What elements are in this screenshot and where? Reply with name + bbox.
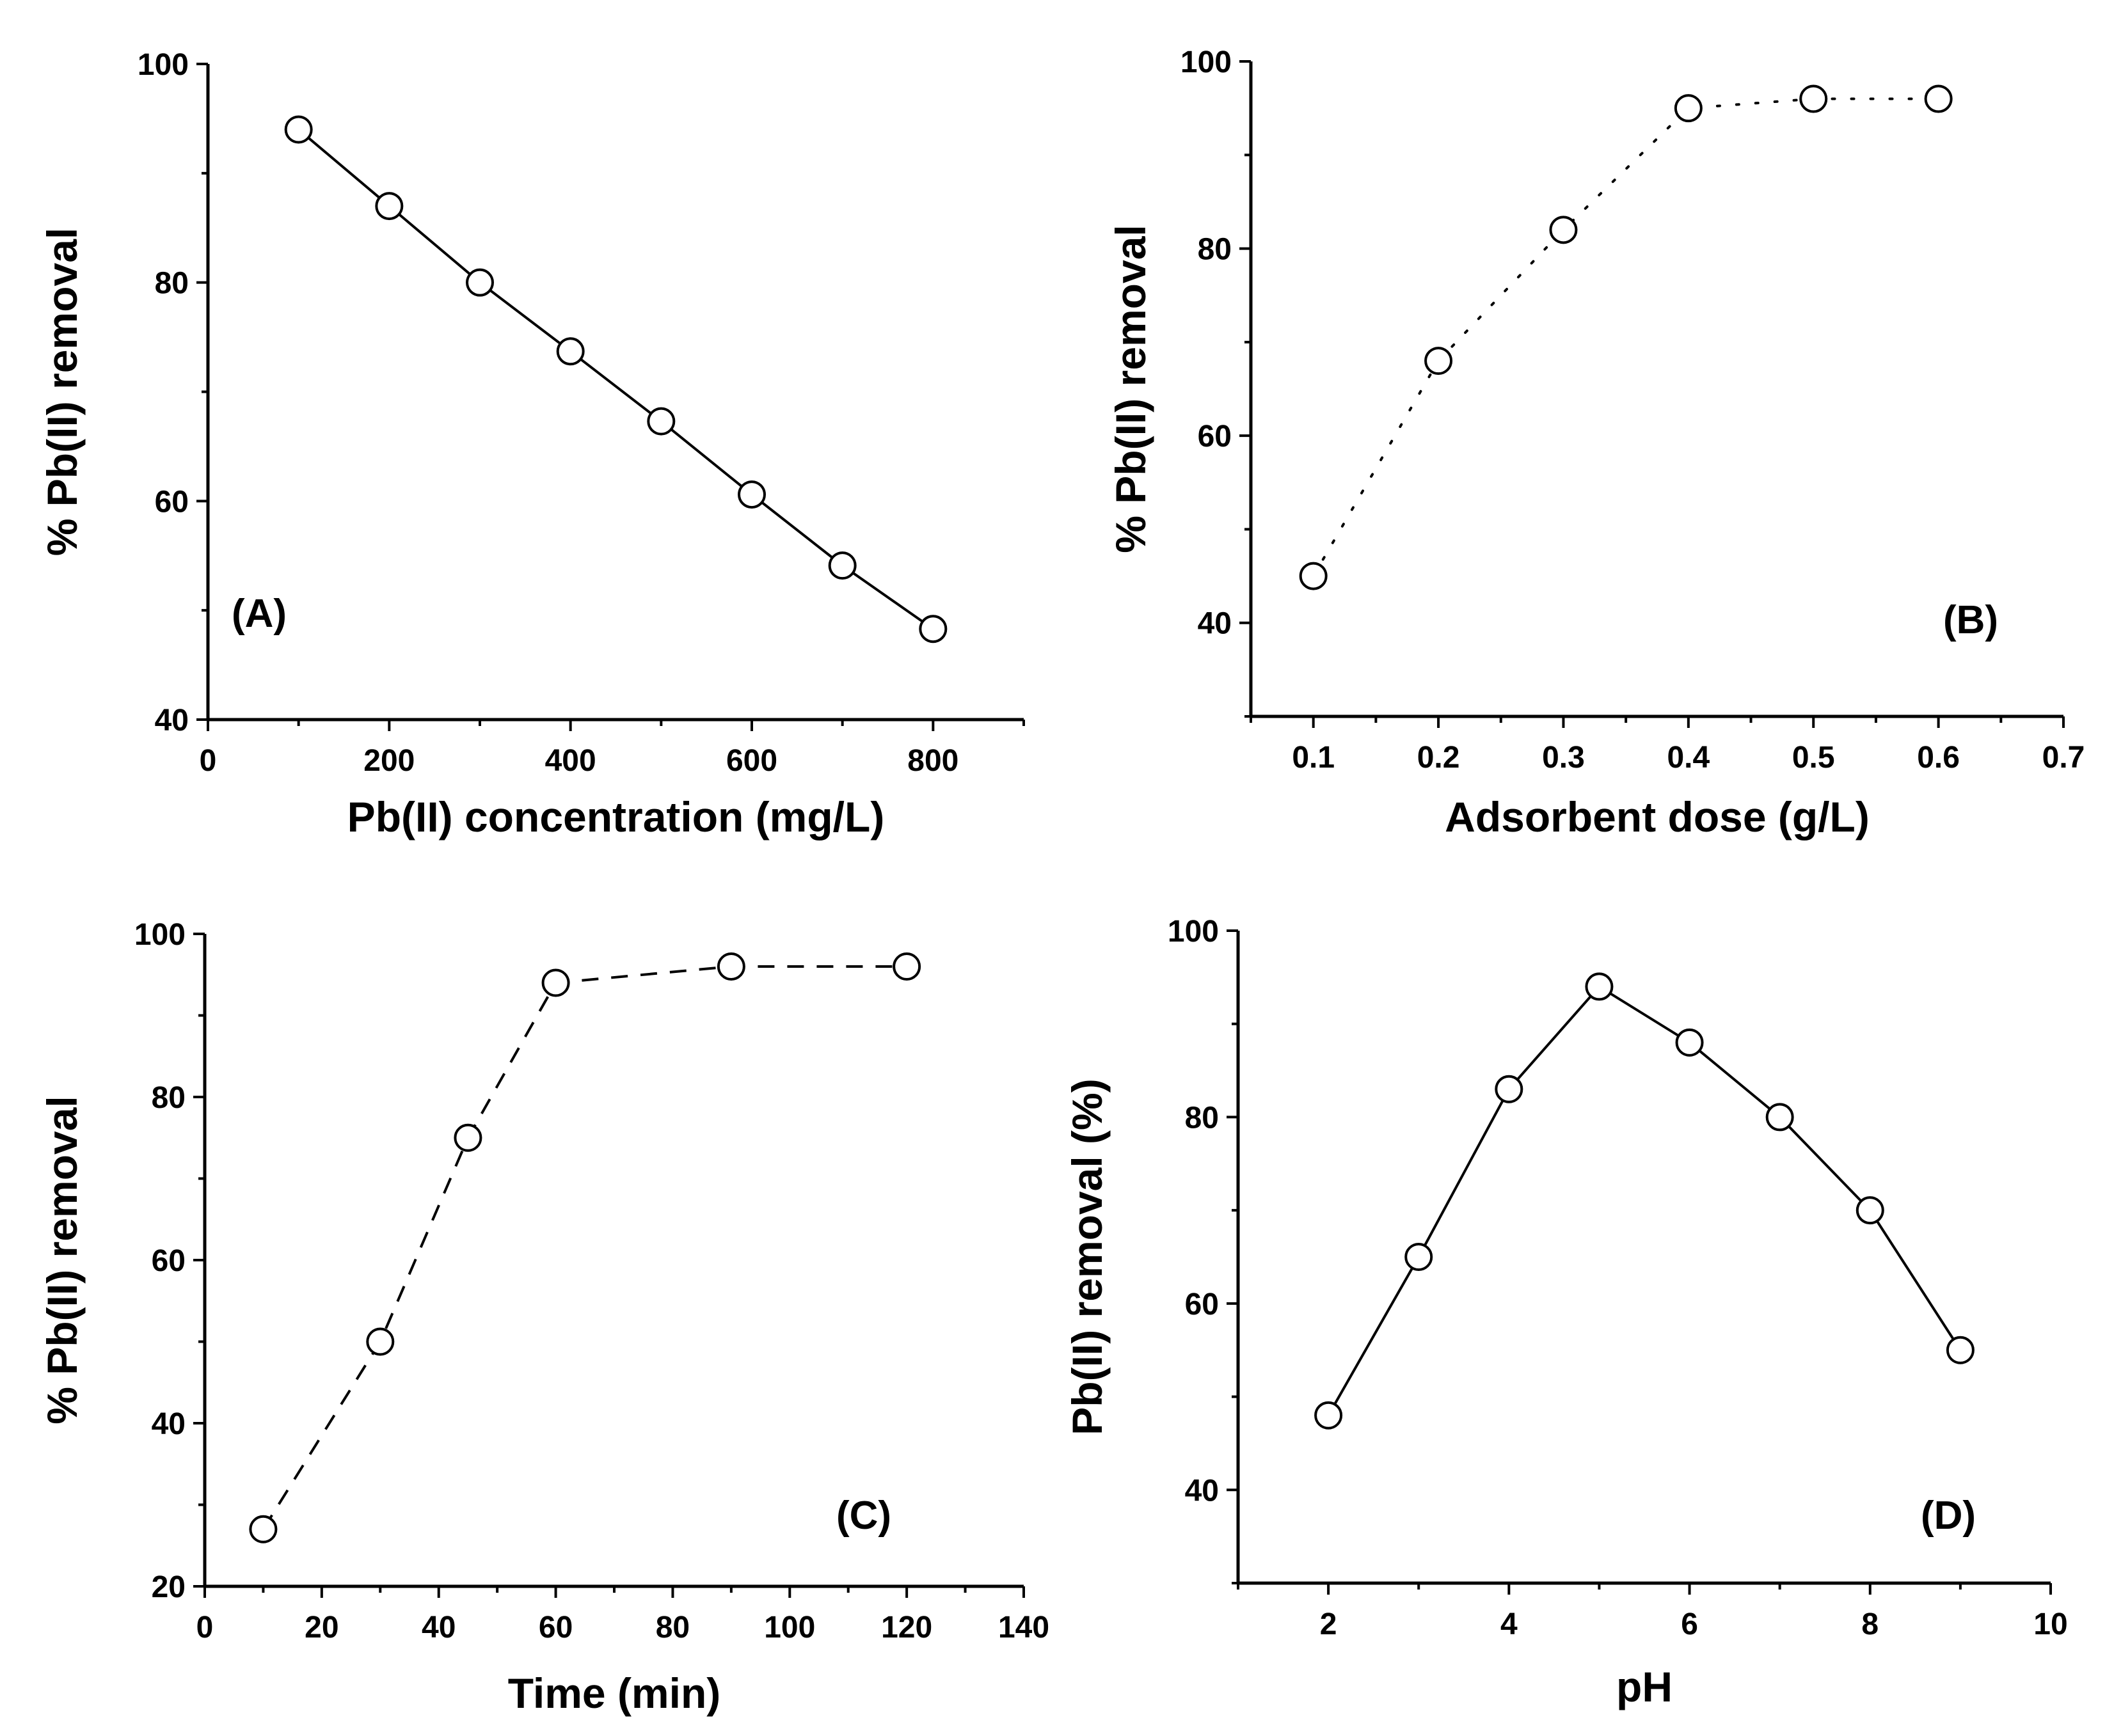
x-tick-label: 80 [656,1611,690,1645]
x-axis-title: Pb(II) concentration (mg/L) [347,793,885,840]
data-point [541,968,570,997]
x-axis-title: Adsorbent dose (g/L) [1445,793,1870,840]
data-point [366,1327,395,1356]
x-tick-label: 10 [2033,1607,2067,1641]
data-point [1675,1028,1704,1057]
data-point [1674,94,1703,123]
x-tick-label: 400 [545,744,596,778]
data-point [717,952,745,981]
panel-label: (B) [1943,598,1998,642]
x-tick-label: 2 [1320,1607,1337,1641]
y-tick-label: 40 [1198,607,1232,641]
x-tick-label: 100 [764,1611,815,1645]
y-axis-title: % Pb(II) removal [38,228,86,556]
data-point [1765,1103,1794,1132]
data-point [1404,1243,1433,1271]
x-tick-label: 8 [1861,1607,1879,1641]
y-tick-label: 80 [152,1081,186,1115]
y-tick-label: 100 [134,918,186,952]
y-tick-label: 100 [1180,45,1232,79]
y-tick-label: 60 [155,485,189,519]
panel-label: (C) [836,1494,891,1538]
chart-panel-3: 0 20 40 60 80 100 120 140 20 40 60 80 100 Time (min)%… [38,918,1049,1717]
x-tick-label: 0.2 [1417,741,1460,775]
y-tick-label: 80 [1185,1101,1219,1135]
data-point [1946,1336,1975,1364]
y-tick-label: 60 [152,1244,186,1278]
data-point [466,268,494,297]
data-point [375,192,404,221]
data-point [1314,1401,1343,1430]
series-line [262,965,907,1530]
data-point [249,1515,278,1543]
chart-panel-4: 2 4 6 8 10 40 60 80 100 pH Pb(II) removal (%) (D) [1063,915,2068,1710]
data-point [919,615,948,643]
x-tick-label: 0.4 [1667,741,1710,775]
data-point [1585,972,1614,1001]
x-tick-label: 40 [422,1611,456,1645]
x-tick-label: 6 [1681,1607,1698,1641]
y-tick-label: 100 [138,48,189,82]
data-point [1549,216,1578,244]
series-line [1327,984,1962,1416]
data-point [647,407,676,436]
data-point [1299,562,1328,590]
data-point [1495,1075,1523,1103]
data-point [454,1123,482,1152]
y-axis-title: % Pb(II) removal [38,1096,86,1424]
data-point [556,337,585,366]
data-point [1799,84,1828,113]
y-axis-title: Pb(II) removal (%) [1063,1078,1111,1435]
x-tick-label: 4 [1500,1607,1518,1641]
data-point [738,480,766,509]
x-tick-label: 0.6 [1917,741,1960,775]
x-tick-label: 140 [998,1611,1049,1645]
data-point [284,115,313,144]
chart-panel-1: 0 200 400 600 800 40 60 80 100 Pb(II) concentrati… [38,48,1025,840]
y-tick-label: 100 [1168,915,1219,949]
series-line [298,128,934,630]
x-tick-label: 20 [305,1611,338,1645]
panel-label: (D) [1921,1494,1976,1538]
data-point [1924,84,1953,113]
data-point [1856,1196,1884,1225]
x-tick-label: 0 [196,1611,214,1645]
x-axis-title: pH [1616,1663,1673,1710]
y-tick-label: 20 [152,1570,186,1604]
y-tick-label: 80 [155,267,189,301]
data-point [1424,347,1453,375]
x-tick-label: 200 [363,744,415,778]
x-tick-label: 600 [726,744,777,778]
y-tick-label: 60 [1185,1288,1219,1322]
data-point [828,551,857,580]
y-tick-label: 40 [152,1407,186,1441]
x-tick-label: 0.3 [1542,741,1585,775]
x-axis-title: Time (min) [508,1669,720,1717]
y-tick-label: 60 [1198,420,1232,454]
chart-panel-2: 0.1 0.2 0.3 0.4 0.5 0.6 0.7 40 60 80 100 Adsorbent … [1107,45,2085,840]
y-axis-title: % Pb(II) removal [1107,225,1154,553]
x-tick-label: 0.1 [1292,741,1335,775]
panel-label: (A) [232,592,287,636]
x-tick-label: 800 [907,744,958,778]
x-tick-label: 0.5 [1792,741,1835,775]
x-tick-label: 0.7 [2042,741,2085,775]
x-tick-label: 60 [539,1611,573,1645]
data-point [893,952,921,981]
series-line [1312,97,1940,578]
y-tick-label: 40 [1185,1474,1219,1508]
x-tick-label: 120 [881,1611,932,1645]
x-tick-label: 0 [200,744,217,778]
y-tick-label: 40 [155,704,189,738]
y-tick-label: 80 [1198,233,1232,267]
